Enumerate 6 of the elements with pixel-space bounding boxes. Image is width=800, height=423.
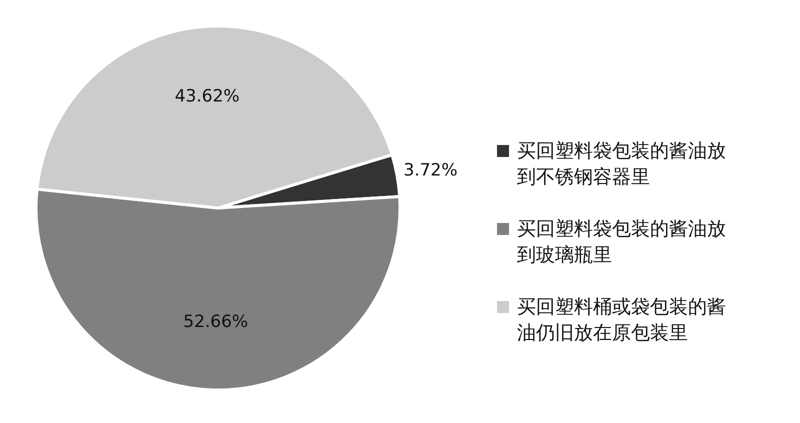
legend-label: 买回塑料袋包装的酱油放到不锈钢容器里 (517, 139, 727, 190)
data-label: 52.66% (183, 312, 248, 332)
legend-label: 买回塑料桶或袋包装的酱油仍旧放在原包装里 (517, 295, 727, 346)
data-label: 43.62% (174, 86, 240, 107)
legend-label: 买回塑料袋包装的酱油放到玻璃瓶里 (517, 217, 727, 268)
data-label: 3.72% (404, 160, 458, 180)
